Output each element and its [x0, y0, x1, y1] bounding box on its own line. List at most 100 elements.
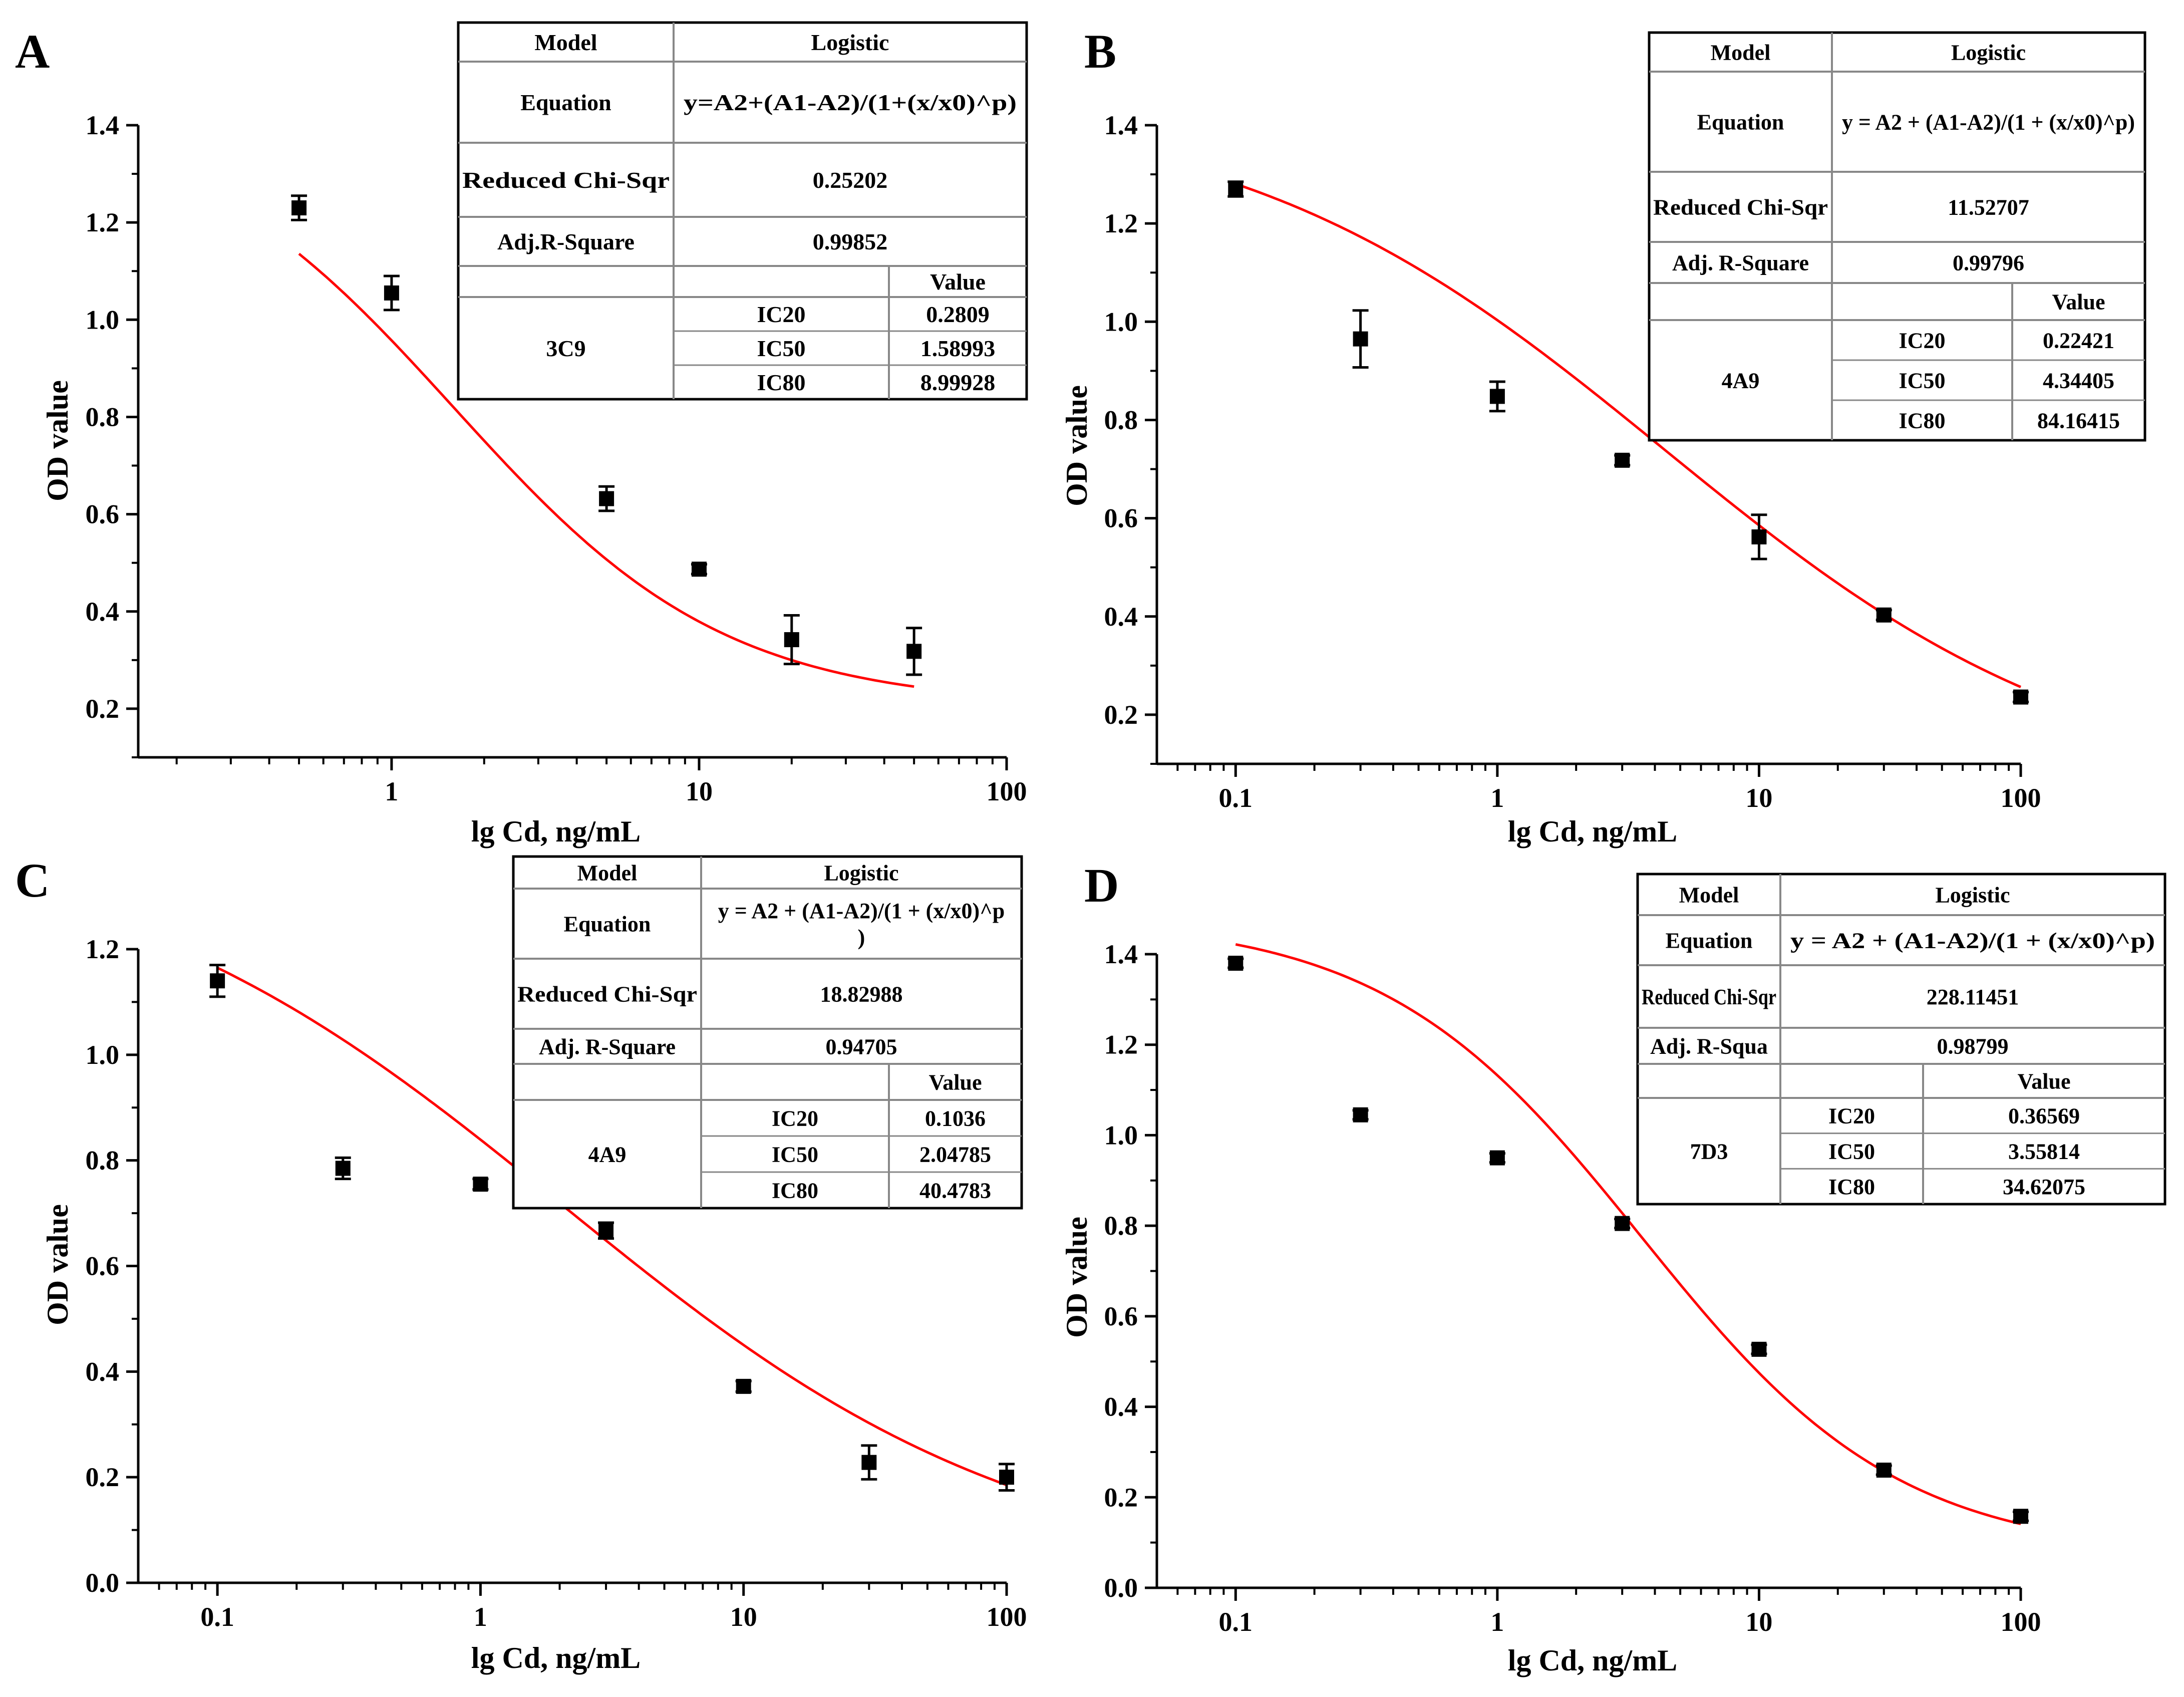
y-tick-label: 1.4 [1104, 110, 1138, 140]
model-value: Logistic [1935, 883, 2010, 907]
y-tick-label: 0.0 [1104, 1573, 1138, 1603]
data-point [784, 632, 799, 648]
y-axis-title: OD value [1060, 385, 1093, 506]
data-point [1751, 529, 1767, 544]
ic-value: 8.99928 [920, 370, 996, 395]
ic-name: IC80 [1828, 1175, 1875, 1199]
ic-value: 3.55814 [2008, 1139, 2080, 1164]
value-header: Value [930, 269, 986, 295]
y-tick-label: 0.4 [86, 597, 120, 627]
ic-value: 0.1036 [925, 1106, 986, 1130]
ic-name: IC80 [1899, 408, 1946, 433]
y-tick-label: 1.0 [86, 305, 120, 335]
equation-label: Equation [1697, 110, 1784, 134]
r2-value: 0.99796 [1953, 250, 2024, 275]
panel-letter: A [15, 25, 50, 78]
r2-value: 0.98799 [1937, 1034, 2009, 1058]
y-axis-title: OD value [1060, 1217, 1093, 1338]
antibody-label: 7D3 [1690, 1139, 1728, 1164]
y-tick-label: 0.2 [1104, 1482, 1138, 1512]
data-point [1228, 181, 1243, 197]
y-tick-label: 0.6 [1104, 503, 1138, 533]
data-point [291, 200, 307, 216]
fit-table: Model Logistic Equation y = A2 + (A1-A2)/(1… [1636, 873, 2166, 1206]
data-point [2013, 1509, 2028, 1524]
data-point [1615, 1216, 1630, 1231]
x-tick-label: 10 [730, 1602, 757, 1632]
data-point [1615, 452, 1630, 468]
ic-value: 84.16415 [2037, 408, 2120, 433]
ic-name: IC80 [757, 370, 805, 395]
chi-label: Reduced Chi-Sqr [1642, 985, 1776, 1009]
x-tick-label: 0.1 [1219, 783, 1253, 813]
ic-name: IC20 [1828, 1104, 1875, 1128]
x-tick-label: 10 [1745, 1607, 1772, 1637]
r2-label: Adj.R-Square [497, 229, 635, 254]
y-tick-label: 0.0 [86, 1568, 120, 1598]
x-tick-label: 0.1 [1219, 1607, 1253, 1637]
chi-value: 11.52707 [1948, 195, 2029, 219]
ic-value: 1.58993 [920, 336, 996, 361]
panel-A: A 0.2 0.4 0.6 0.8 1.0 1.2 1.4 1 10 100 lg Cd, ng/mL… [15, 21, 1028, 848]
x-tick-label: 0.1 [200, 1602, 234, 1632]
y-tick-label: 0.4 [1104, 602, 1138, 632]
chi-label: Reduced Chi-Sqr [517, 982, 697, 1006]
x-tick-label: 1 [1490, 783, 1504, 813]
y-tick-label: 0.6 [86, 499, 120, 529]
model-label: Model [1711, 40, 1771, 65]
equation-label: Equation [564, 912, 651, 936]
y-tick-label: 1.0 [1104, 1120, 1138, 1150]
y-tick-label: 0.8 [1104, 1211, 1138, 1241]
ic-name: IC20 [772, 1106, 818, 1130]
value-header: Value [2052, 290, 2105, 314]
equation-value: y = A2 + (A1-A2)/(1 + (x/x0)^p [718, 899, 1005, 923]
r2-label: Adj. R-Square [539, 1034, 676, 1059]
data-point [1876, 1463, 1892, 1478]
ic-name: IC50 [757, 336, 805, 361]
ic-value: 0.22421 [2043, 328, 2114, 353]
chi-value: 228.11451 [1927, 985, 2019, 1009]
x-tick-label: 1 [1490, 1607, 1504, 1637]
y-tick-label: 1.2 [1104, 1030, 1138, 1060]
data-point [384, 285, 399, 301]
table-frame [1636, 873, 2166, 1206]
y-tick-label: 0.8 [1104, 405, 1138, 435]
data-point [598, 1223, 614, 1238]
ic-value: 40.4783 [919, 1178, 991, 1203]
chi-label: Reduced Chi-Sqr [1653, 195, 1828, 219]
r2-value: 0.99852 [813, 229, 888, 254]
y-tick-label: 1.2 [1104, 208, 1138, 238]
equation-label: Equation [1666, 928, 1753, 953]
y-tick-label: 0.4 [86, 1356, 120, 1386]
y-tick-label: 0.8 [86, 1146, 120, 1176]
x-tick-label: 1 [385, 776, 398, 806]
y-tick-label: 1.0 [86, 1040, 120, 1070]
ic-value: 4.34405 [2043, 368, 2114, 393]
x-tick-label: 10 [686, 776, 713, 806]
y-tick-label: 0.8 [86, 402, 120, 432]
x-axis-title: lg Cd, ng/mL [471, 1641, 641, 1674]
antibody-label: 4A9 [1722, 368, 1760, 393]
y-tick-label: 1.2 [86, 207, 120, 237]
fit-table: Model Logistic Equation y = A2 + (A1-A2)/(1… [512, 855, 1023, 1210]
equation-value: y = A2 + (A1-A2)/(1 + (x/x0)^p) [1790, 928, 2155, 953]
model-value: Logistic [811, 30, 889, 55]
data-point [691, 561, 707, 577]
y-tick-label: 0.6 [1104, 1301, 1138, 1331]
equation-value-cont: ) [858, 925, 865, 950]
ic-name: IC50 [772, 1142, 818, 1167]
data-point [1228, 956, 1243, 971]
fit-table: Model Logistic Equation y=A2+(A1-A2)/(1+(x/… [457, 21, 1028, 401]
ic-name: IC20 [1899, 328, 1946, 353]
y-tick-label: 0.2 [86, 1462, 120, 1492]
y-tick-label: 0.2 [1104, 700, 1138, 730]
x-axis-title: lg Cd, ng/mL [1508, 1644, 1677, 1677]
equation-value: y=A2+(A1-A2)/(1+(x/x0)^p) [684, 90, 1017, 115]
model-label: Model [1679, 883, 1739, 907]
panel-B: B 0.2 0.4 0.6 0.8 1.0 1.2 1.4 0.1 1 10 100 lg Cd, ng… [1060, 25, 2146, 848]
data-point [2013, 689, 2028, 705]
model-label: Model [577, 861, 638, 885]
x-tick-label: 100 [987, 1602, 1027, 1632]
antibody-label: 4A9 [588, 1142, 627, 1167]
x-axis-title: lg Cd, ng/mL [471, 815, 641, 848]
